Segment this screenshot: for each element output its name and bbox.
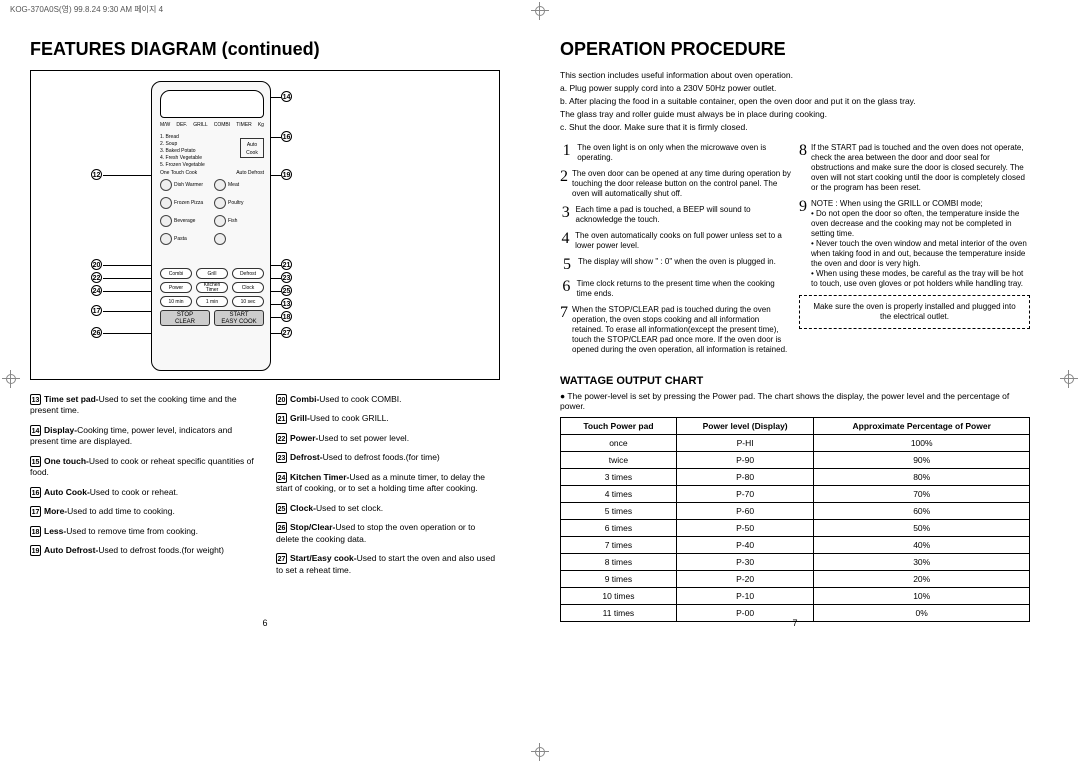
callout-12: 12 [91, 169, 102, 180]
table-row: 6 timesP-5050% [561, 520, 1030, 537]
auto-cook-button[interactable]: Auto Cook [240, 138, 264, 158]
callout-14: 14 [281, 91, 292, 102]
install-note-box: Make sure the oven is properly installed… [799, 295, 1030, 329]
wattage-note: ● The power-level is set by pressing the… [560, 391, 1030, 411]
page-spread: FEATURES DIAGRAM (continued) M/WDEF.GRIL… [10, 29, 1070, 632]
operation-notes: 1The oven light is on only when the micr… [560, 143, 1030, 361]
pad-button[interactable]: 10 min [160, 296, 192, 307]
table-row: 4 timesP-7070% [561, 486, 1030, 503]
callout-23: 23 [281, 272, 292, 283]
callout-13: 13 [281, 298, 292, 309]
right-title: OPERATION PROCEDURE [560, 39, 1030, 60]
left-title: FEATURES DIAGRAM (continued) [30, 39, 500, 60]
callout-21: 21 [281, 259, 292, 270]
wattage-table: Touch Power padPower level (Display)Appr… [560, 417, 1030, 622]
operation-note-item: 6Time clock returns to the present time … [560, 279, 791, 299]
definition-item: 26Stop/Clear-Used to stop the oven opera… [276, 522, 500, 545]
definition-item: 20Combi-Used to cook COMBI. [276, 394, 500, 405]
operation-note-item: 8If the START pad is touched and the ove… [799, 143, 1030, 193]
table-row: onceP-HI100% [561, 435, 1030, 452]
callout-22: 22 [91, 272, 102, 283]
operation-note-item: 3Each time a pad is touched, a BEEP will… [560, 205, 791, 225]
pad-button[interactable]: Grill [196, 268, 228, 279]
mode-indicator-row: M/WDEF.GRILLCOMBITIMERKg [160, 122, 264, 128]
callout-25: 25 [281, 285, 292, 296]
definition-item: 18Less-Used to remove time from cooking. [30, 526, 254, 537]
control-panel: M/WDEF.GRILLCOMBITIMERKg 1. Bread 2. Sou… [151, 81, 271, 371]
pad-button[interactable]: Power [160, 282, 192, 293]
one-touch-item[interactable]: Poultry [214, 197, 264, 209]
operation-note-item: 5The display will show " : 0" when the o… [560, 257, 791, 273]
preset-menu: 1. Bread 2. Soup 3. Baked Potato 4. Fres… [160, 134, 205, 169]
callout-26: 26 [91, 327, 102, 338]
operation-note-item: 1The oven light is on only when the micr… [560, 143, 791, 163]
one-touch-item[interactable]: Beverage [160, 215, 210, 227]
one-touch-item[interactable]: Dish Warmer [160, 179, 210, 191]
definition-item: 21Grill-Used to cook GRILL. [276, 413, 500, 424]
reg-mark-bottom [531, 743, 549, 761]
definition-item: 15One touch-Used to cook or reheat speci… [30, 456, 254, 479]
operation-note-item: 4The oven automatically cooks on full po… [560, 231, 791, 251]
page-number-right: 7 [792, 618, 797, 628]
table-row: 8 timesP-3030% [561, 554, 1030, 571]
definition-item: 24Kitchen Timer-Used as a minute timer, … [276, 472, 500, 495]
pad-button[interactable]: Combi [160, 268, 192, 279]
one-touch-item[interactable]: Frozen Pizza [160, 197, 210, 209]
callout-16: 16 [281, 131, 292, 142]
stop-clear-button[interactable]: STOP CLEAR [160, 310, 210, 326]
definition-item: 22Power-Used to set power level. [276, 433, 500, 444]
definition-item: 17More-Used to add time to cooking. [30, 506, 254, 517]
table-row: twiceP-9090% [561, 452, 1030, 469]
reg-mark-right [1060, 370, 1078, 388]
callout-20: 20 [91, 259, 102, 270]
callout-18: 18 [281, 311, 292, 322]
callout-17: 17 [91, 305, 102, 316]
one-touch-item[interactable]: Fish [214, 215, 264, 227]
definition-item: 27Start/Easy cook-Used to start the oven… [276, 553, 500, 576]
one-touch-item[interactable]: Pasta [160, 233, 210, 245]
operation-note-item: 7When the STOP/CLEAR pad is touched duri… [560, 305, 791, 355]
operation-note-item: 2The oven door can be opened at any time… [560, 169, 791, 199]
definition-item: 19Auto Defrost-Used to defrost foods.(fo… [30, 545, 254, 556]
definition-item: 25Clock-Used to set clock. [276, 503, 500, 514]
one-touch-item[interactable]: Meat [214, 179, 264, 191]
table-row: 9 timesP-2020% [561, 571, 1030, 588]
table-row: 5 timesP-6060% [561, 503, 1030, 520]
definition-item: 14Display-Cooking time, power level, ind… [30, 425, 254, 448]
definition-item: 23Defrost-Used to defrost foods.(for tim… [276, 452, 500, 463]
page-left: FEATURES DIAGRAM (continued) M/WDEF.GRIL… [10, 29, 520, 632]
callout-19: 19 [281, 169, 292, 180]
wattage-title: WATTAGE OUTPUT CHART [560, 375, 1030, 387]
intro-text: This section includes useful information… [560, 70, 1030, 133]
one-touch-item[interactable] [214, 233, 264, 245]
one-touch-grid: One Touch CookAuto Defrost Dish WarmerMe… [160, 170, 264, 251]
pad-button[interactable]: 1 min [196, 296, 228, 307]
pad-button[interactable]: Clock [232, 282, 264, 293]
pad-grid: Combi Grill Defrost Power Kitchen Timer Clock… [160, 268, 264, 326]
definition-item: 16Auto Cook-Used to cook or reheat. [30, 487, 254, 498]
table-row: 7 timesP-4040% [561, 537, 1030, 554]
pad-button[interactable]: 10 sec [232, 296, 264, 307]
definition-item: 13Time set pad-Used to set the cooking t… [30, 394, 254, 417]
pad-button[interactable]: Defrost [232, 268, 264, 279]
page-number-left: 6 [262, 618, 267, 628]
table-row: 3 timesP-8080% [561, 469, 1030, 486]
features-diagram: M/WDEF.GRILLCOMBITIMERKg 1. Bread 2. Sou… [30, 70, 500, 380]
callout-24: 24 [91, 285, 102, 296]
operation-note-item: 9NOTE : When using the GRILL or COMBI mo… [799, 199, 1030, 289]
lcd-display [160, 90, 264, 118]
callout-27: 27 [281, 327, 292, 338]
definitions: 13Time set pad-Used to set the cooking t… [30, 394, 500, 584]
reg-mark-top [531, 2, 549, 20]
pad-button[interactable]: Kitchen Timer [196, 282, 228, 293]
start-easy-cook-button[interactable]: START EASY COOK [214, 310, 264, 326]
table-row: 10 timesP-1010% [561, 588, 1030, 605]
page-right: OPERATION PROCEDURE This section include… [540, 29, 1050, 632]
